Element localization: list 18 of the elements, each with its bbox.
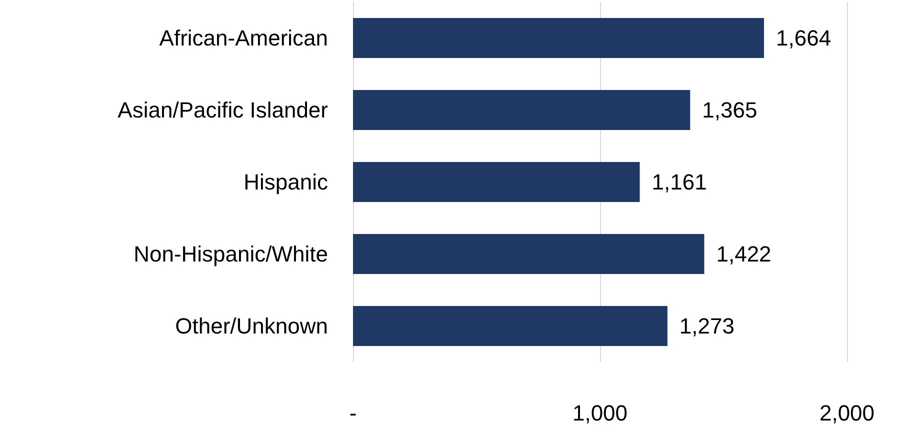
data-label: 1,161 — [652, 170, 707, 194]
y-tick-label: Hispanic — [244, 170, 328, 194]
data-label: 1,664 — [776, 26, 832, 50]
y-tick-label: Other/Unknown — [175, 314, 328, 338]
x-tick-label: 1,000 — [572, 400, 628, 426]
y-tick-label: Non-Hispanic/White — [134, 242, 328, 266]
x-tick-label: 2,000 — [819, 400, 875, 426]
y-tick-label: Asian/Pacific Islander — [118, 98, 328, 122]
x-tick-label: - — [349, 400, 357, 426]
bar — [353, 306, 668, 346]
bar — [353, 90, 690, 130]
bar — [353, 234, 704, 274]
bar — [353, 18, 764, 58]
data-label: 1,365 — [702, 98, 758, 122]
y-tick-label: African-American — [159, 26, 328, 50]
data-label: 1,422 — [716, 242, 772, 266]
data-label: 1,273 — [679, 314, 734, 338]
bar — [353, 162, 640, 202]
